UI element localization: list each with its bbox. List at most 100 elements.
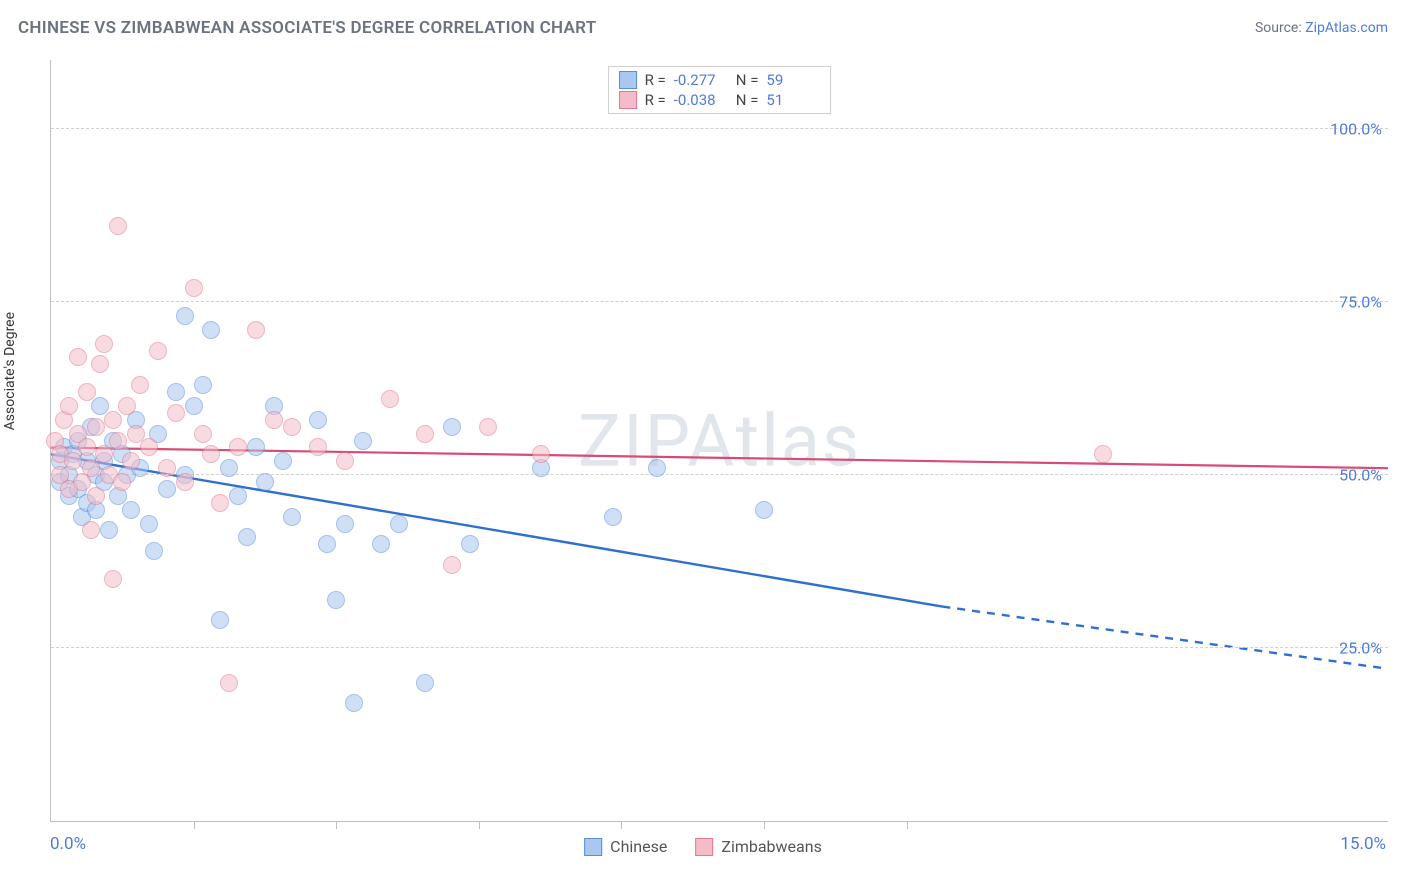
data-point [118,397,136,415]
data-point [131,376,149,394]
plot-area: ZIPAtlas R =-0.277N =59R =-0.038N =51 25… [50,60,1388,822]
data-point [167,383,185,401]
x-tick [764,821,765,829]
data-point [69,348,87,366]
data-point [113,473,131,491]
gridline [51,301,1388,302]
data-point [202,445,220,463]
data-point [604,508,622,526]
data-point [416,425,434,443]
data-point [256,473,274,491]
data-point [78,383,96,401]
watermark-text: ZIPAtlas [578,398,861,483]
legend-r-label: R = [645,71,666,89]
data-point [354,432,372,450]
correlation-legend: R =-0.277N =59R =-0.038N =51 [608,66,832,114]
data-point [87,487,105,505]
legend-r-value: -0.038 [674,91,728,109]
data-point [158,480,176,498]
data-point [176,473,194,491]
data-point [755,501,773,519]
data-point [91,355,109,373]
data-point [82,459,100,477]
x-tick [621,821,622,829]
data-point [194,425,212,443]
data-point [345,694,363,712]
legend-r-label: R = [645,91,666,109]
y-axis-title: Associate's Degree [2,312,18,430]
legend-swatch [619,91,637,109]
data-point [318,535,336,553]
data-point [185,397,203,415]
x-tick [194,821,195,829]
data-point [82,521,100,539]
data-point [247,321,265,339]
data-point [78,438,96,456]
data-point [167,404,185,422]
data-point [238,528,256,546]
data-point [122,452,140,470]
data-point [158,459,176,477]
data-point [140,515,158,533]
data-point [309,438,327,456]
data-point [145,542,163,560]
series-legend-label: Chinese [610,837,667,856]
y-tick-label: 25.0% [1339,639,1382,658]
gridline [51,474,1388,475]
legend-swatch [584,838,602,856]
chart-container: CHINESE VS ZIMBABWEAN ASSOCIATE'S DEGREE… [0,0,1406,892]
y-tick-label: 100.0% [1330,120,1382,139]
data-point [229,438,247,456]
data-point [95,445,113,463]
legend-swatch [619,71,637,89]
data-point [443,556,461,574]
data-point [309,411,327,429]
legend-n-label: N = [736,91,759,109]
data-point [109,217,127,235]
data-point [283,508,301,526]
data-point [220,459,238,477]
legend-swatch [695,838,713,856]
data-point [140,438,158,456]
legend-n-label: N = [736,71,759,89]
trend-line-extrapolated [942,607,1388,669]
data-point [336,452,354,470]
data-point [185,279,203,297]
data-point [327,591,345,609]
data-point [372,535,390,553]
x-axis-start-label: 0.0% [50,834,86,854]
data-point [274,452,292,470]
chart-title: CHINESE VS ZIMBABWEAN ASSOCIATE'S DEGREE… [18,18,597,38]
data-point [461,535,479,553]
source-link[interactable]: ZipAtlas.com [1305,20,1388,36]
legend-row: R =-0.277N =59 [619,71,821,89]
series-legend-item: Chinese [584,837,667,856]
data-point [648,459,666,477]
y-tick-label: 50.0% [1339,466,1382,485]
data-point [149,342,167,360]
data-point [100,521,118,539]
series-legend-item: Zimbabweans [695,837,821,856]
data-point [247,438,265,456]
data-point [194,376,212,394]
data-point [87,418,105,436]
data-point [60,397,78,415]
data-point [64,452,82,470]
data-point [1094,445,1112,463]
series-legend-label: Zimbabweans [721,837,821,856]
y-tick-label: 75.0% [1339,293,1382,312]
data-point [104,570,122,588]
data-point [479,418,497,436]
x-tick [336,821,337,829]
data-point [95,335,113,353]
data-point [390,515,408,533]
data-point [443,418,461,436]
data-point [122,501,140,519]
source-attribution: Source: ZipAtlas.com [1255,20,1388,36]
data-point [211,611,229,629]
data-point [283,418,301,436]
data-point [176,307,194,325]
data-point [229,487,247,505]
data-point [416,674,434,692]
data-point [381,390,399,408]
